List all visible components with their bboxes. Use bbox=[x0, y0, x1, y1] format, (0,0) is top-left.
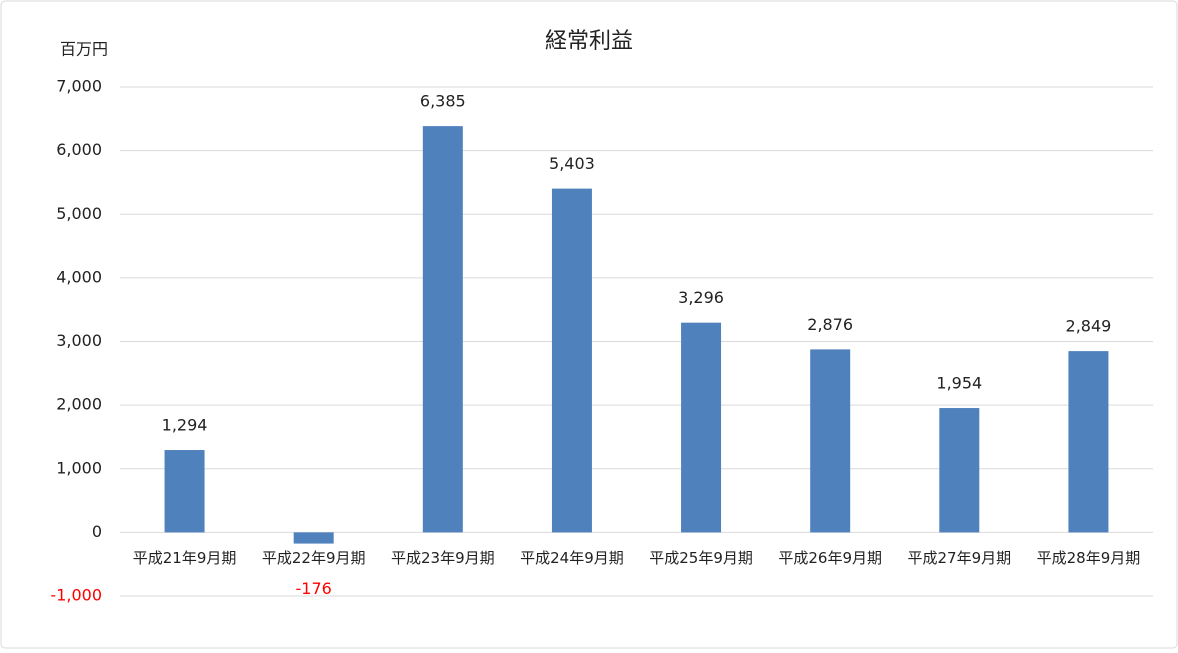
value-label: 2,849 bbox=[1066, 317, 1112, 336]
y-tick-label: 7,000 bbox=[56, 77, 102, 96]
value-label: 1,954 bbox=[936, 374, 982, 393]
value-label: -176 bbox=[296, 579, 332, 598]
x-tick-label: 平成23年9月期 bbox=[391, 549, 495, 567]
value-label: 5,403 bbox=[549, 154, 595, 173]
y-axis-label: 百万円 bbox=[60, 40, 108, 59]
x-tick-label: 平成27年9月期 bbox=[907, 549, 1011, 567]
y-tick-label: 6,000 bbox=[56, 140, 102, 159]
y-tick-label: 4,000 bbox=[56, 267, 102, 286]
bar bbox=[551, 188, 592, 533]
value-label: 2,876 bbox=[807, 315, 853, 334]
x-tick-label: 平成21年9月期 bbox=[133, 549, 237, 567]
y-tick-label: 2,000 bbox=[56, 395, 102, 414]
y-tick-label: 1,000 bbox=[56, 458, 102, 477]
value-label: 1,294 bbox=[162, 416, 208, 435]
bar bbox=[810, 349, 851, 533]
bar bbox=[681, 322, 722, 533]
chart-title: 経常利益 bbox=[545, 29, 633, 54]
bar bbox=[939, 408, 980, 533]
y-tick-label: 3,000 bbox=[56, 331, 102, 350]
x-tick-label: 平成24年9月期 bbox=[520, 549, 624, 567]
x-tick-label: 平成28年9月期 bbox=[1037, 549, 1141, 567]
bar bbox=[422, 126, 463, 533]
value-label: 6,385 bbox=[420, 92, 466, 111]
x-tick-label: 平成22年9月期 bbox=[262, 549, 366, 567]
x-tick-label: 平成26年9月期 bbox=[778, 549, 882, 567]
bar bbox=[1068, 351, 1109, 533]
value-label: 3,296 bbox=[678, 288, 724, 307]
y-tick-label: 0 bbox=[92, 522, 102, 541]
y-tick-label: -1,000 bbox=[50, 586, 102, 605]
x-tick-label: 平成25年9月期 bbox=[649, 549, 753, 567]
y-tick-label: 5,000 bbox=[56, 204, 102, 223]
bar bbox=[164, 450, 205, 533]
bar bbox=[293, 532, 334, 544]
